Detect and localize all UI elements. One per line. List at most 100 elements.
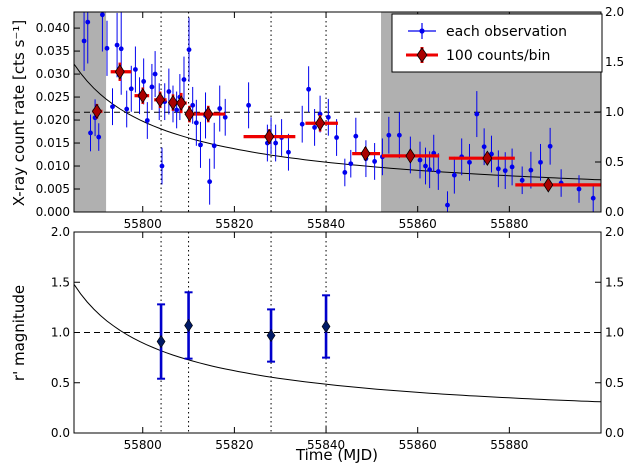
observation-point xyxy=(211,143,217,149)
observation-point xyxy=(445,202,450,208)
bin-point xyxy=(203,106,214,122)
bin-point xyxy=(543,177,554,193)
observation-point xyxy=(423,163,428,169)
x-tick-label: 55860 xyxy=(399,217,437,231)
y2-tick-label: 1.5 xyxy=(605,55,624,69)
observation-point xyxy=(312,125,317,130)
observation-point xyxy=(299,121,305,127)
observation-point xyxy=(528,167,534,173)
bin-point xyxy=(176,95,187,111)
magnitude-point xyxy=(321,319,331,334)
observation-point xyxy=(174,107,180,113)
x-tick-label: 55800 xyxy=(124,438,162,452)
observation-point xyxy=(186,47,192,53)
xray-ticks: 55800 55820 55840 55860 558800.0000.0050.010… xyxy=(36,5,624,231)
y-tick-label: 2.0 xyxy=(51,225,70,239)
y-tick-label: 0.015 xyxy=(36,136,70,150)
observation-point xyxy=(88,130,93,136)
decay-model-curve xyxy=(73,63,602,181)
bin-point xyxy=(168,94,178,111)
y-tick-label: 0.5 xyxy=(51,376,70,390)
observation-point xyxy=(128,86,134,92)
observation-point xyxy=(325,114,331,120)
bin-point xyxy=(184,106,195,122)
xray-panel: 55800 55820 55840 55860 558800.0000.0050.010… xyxy=(10,5,624,231)
observation-point xyxy=(273,140,279,146)
y-tick-label: 0.000 xyxy=(36,205,70,219)
y2-tick-label: 1.0 xyxy=(605,326,624,340)
observation-point xyxy=(481,144,487,150)
observation-point xyxy=(417,157,423,163)
observation-point xyxy=(435,169,441,174)
magnitude-point xyxy=(266,328,276,343)
observation-point xyxy=(110,104,115,110)
y2-tick-label: 2.0 xyxy=(605,225,624,239)
x-tick-label: 55800 xyxy=(124,217,162,231)
bin-point xyxy=(405,148,416,164)
optical-plot-frame xyxy=(73,231,602,434)
observation-point xyxy=(118,46,124,52)
observation-point xyxy=(474,111,480,117)
observation-point xyxy=(306,86,312,92)
y-tick-label: 1.0 xyxy=(51,326,70,340)
observation-point xyxy=(286,149,291,155)
each-observation-points xyxy=(81,12,596,212)
binned-points xyxy=(91,62,601,193)
xray-plot-frame xyxy=(73,11,602,213)
observation-point xyxy=(547,143,553,149)
observation-point xyxy=(451,172,457,178)
x-tick-label: 55860 xyxy=(399,438,437,452)
x-tick-label: 55880 xyxy=(490,438,528,452)
observation-point xyxy=(502,168,508,174)
y2-tick-label: 0.5 xyxy=(605,376,624,390)
y-tick-label: 0.040 xyxy=(36,21,70,35)
observation-point xyxy=(190,102,196,108)
bin-point xyxy=(137,87,148,104)
y-tick-label: 0.035 xyxy=(36,44,70,58)
bin-point xyxy=(482,150,493,166)
observation-point xyxy=(217,106,223,111)
observation-point xyxy=(353,133,359,139)
y2-tick-label: 1.5 xyxy=(605,275,624,289)
observation-point xyxy=(133,67,138,72)
bin-point xyxy=(114,64,125,80)
y-tick-label: 0.025 xyxy=(36,90,70,104)
x-tick-label: 55840 xyxy=(307,217,345,231)
bin-point xyxy=(155,92,166,108)
observation-point xyxy=(590,195,596,201)
optical-y-axis-label: r' magnitude xyxy=(10,285,28,381)
observation-point xyxy=(181,77,187,82)
observation-point xyxy=(207,179,213,185)
observation-point xyxy=(386,132,392,138)
observation-point xyxy=(538,159,543,165)
observation-point xyxy=(519,177,525,183)
observation-point xyxy=(342,170,348,175)
y2-tick-label: 0.5 xyxy=(605,155,624,169)
bin-point xyxy=(264,128,275,145)
observation-point xyxy=(348,161,354,167)
observation-point xyxy=(372,159,378,164)
observation-point xyxy=(85,19,91,25)
observation-point xyxy=(104,45,110,51)
observation-point xyxy=(114,42,120,48)
observation-point xyxy=(427,167,433,173)
y-tick-label: 0.030 xyxy=(36,67,70,81)
observation-point xyxy=(81,38,87,44)
observation-point xyxy=(222,114,228,120)
x-tick-label: 55820 xyxy=(215,438,253,452)
x-tick-label: 55840 xyxy=(307,438,345,452)
magnitude-point xyxy=(184,318,193,333)
y2-tick-label: 0.0 xyxy=(605,205,624,219)
legend-label-each-observation: each observation xyxy=(446,24,567,40)
observation-point xyxy=(576,186,582,192)
optical-ticks: 55800 55820 55840 55860 55880 0.0 0.5 1.0 1.5 2.0… xyxy=(51,225,624,452)
magnitude-point xyxy=(156,335,166,349)
magnitude-points xyxy=(156,291,331,380)
observation-point xyxy=(198,142,203,148)
observation-point xyxy=(166,89,172,94)
legend-box xyxy=(391,13,603,73)
observation-point xyxy=(396,132,402,138)
observation-point xyxy=(152,71,158,77)
legend: each observation 100 counts/bin xyxy=(391,13,603,73)
